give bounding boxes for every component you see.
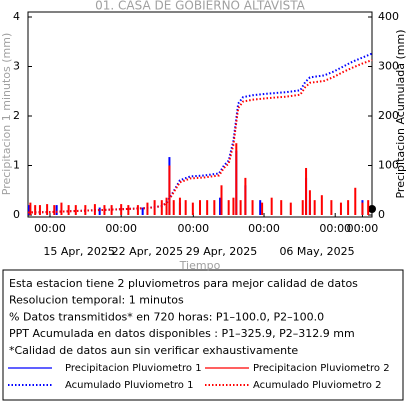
y2-tick-label: 400 bbox=[378, 10, 399, 23]
bar bbox=[199, 200, 201, 215]
cumulative-line bbox=[27, 59, 373, 214]
x-date-label: 15 Apr, 2025 bbox=[43, 245, 115, 258]
bar bbox=[251, 200, 254, 215]
bar bbox=[38, 205, 41, 215]
y-tick-label: 4 bbox=[13, 10, 20, 23]
bar bbox=[354, 187, 357, 215]
x-tick-label: 00:00 bbox=[105, 222, 137, 235]
legend-label: Acumulado Pluviometro 2 bbox=[253, 380, 381, 391]
x-date-label: 22 Apr, 2025 bbox=[112, 245, 184, 258]
bar bbox=[34, 205, 37, 215]
bar bbox=[141, 207, 144, 215]
bar bbox=[213, 200, 216, 215]
x-tick-label: 00:00 bbox=[34, 222, 66, 235]
legend-label: Precipitacion Pluviometro 2 bbox=[253, 363, 390, 374]
y2-tick-label: 200 bbox=[378, 109, 399, 122]
cumulative-line bbox=[27, 52, 373, 214]
note: *Calidad de datos aun sin verificar exha… bbox=[9, 344, 298, 357]
bar bbox=[280, 200, 283, 215]
y-tick-label: 2 bbox=[13, 109, 20, 122]
legend-box bbox=[2, 269, 404, 401]
marker-dot bbox=[368, 205, 376, 213]
bar bbox=[46, 204, 49, 215]
y-axis-label: Precipitacion 1 minutos (mm) bbox=[0, 33, 13, 195]
bar bbox=[27, 205, 30, 215]
bar bbox=[206, 200, 209, 215]
x-axis-label: Tiempo bbox=[179, 259, 221, 272]
bar bbox=[60, 202, 63, 215]
chart-title: 01. CASA DE GOBIERNO ALTAVISTA bbox=[95, 0, 306, 13]
bar bbox=[160, 200, 163, 215]
bar bbox=[261, 202, 264, 215]
bar bbox=[67, 205, 70, 215]
bar bbox=[127, 205, 130, 215]
legend-label: Precipitacion Pluviometro 1 bbox=[65, 363, 202, 374]
bar bbox=[330, 200, 333, 215]
bar bbox=[103, 205, 106, 215]
bar bbox=[178, 197, 181, 215]
bar bbox=[227, 200, 230, 215]
bar bbox=[55, 205, 58, 215]
bar bbox=[308, 190, 311, 215]
bar bbox=[289, 202, 292, 215]
bar bbox=[219, 197, 222, 215]
x-date-label: 29 Apr, 2025 bbox=[186, 245, 258, 258]
bar bbox=[244, 177, 247, 215]
note: PPT Acumulada en datos disponibles : P1–… bbox=[9, 327, 355, 340]
bar bbox=[120, 204, 123, 215]
x-tick-label: 00:00 bbox=[347, 222, 379, 235]
bar bbox=[184, 200, 187, 215]
bar bbox=[367, 200, 370, 215]
note: % Datos transmitidos* en 720 horas: P1–1… bbox=[9, 310, 324, 323]
bar bbox=[239, 200, 242, 215]
y2-tick-label: 300 bbox=[378, 60, 399, 73]
note: Resolucion temporal: 1 minutos bbox=[9, 294, 184, 307]
bar bbox=[220, 185, 223, 215]
bar bbox=[74, 205, 77, 215]
bar bbox=[313, 200, 316, 215]
bar bbox=[270, 197, 273, 215]
bar bbox=[110, 205, 113, 215]
bar bbox=[172, 200, 175, 215]
bar bbox=[259, 200, 262, 215]
bar bbox=[29, 202, 32, 215]
bar bbox=[136, 205, 139, 215]
legend-label: Acumulado Pluviometro 1 bbox=[65, 380, 193, 391]
y2-tick-label: 0 bbox=[378, 208, 385, 221]
x-date-label: 06 May, 2025 bbox=[279, 245, 354, 258]
y-tick-label: 1 bbox=[13, 159, 20, 172]
bar bbox=[53, 205, 56, 215]
bar bbox=[320, 195, 323, 215]
bar bbox=[305, 167, 308, 215]
x-tick-label: 00:00 bbox=[177, 222, 209, 235]
bar bbox=[165, 197, 168, 215]
bar bbox=[168, 165, 171, 215]
y-tick-label: 0 bbox=[13, 208, 20, 221]
x-tick-label: 00:00 bbox=[319, 222, 351, 235]
bar bbox=[191, 202, 194, 215]
bar bbox=[339, 202, 342, 215]
y2-tick-label: 100 bbox=[378, 159, 399, 172]
x-tick-label: 00:00 bbox=[248, 222, 280, 235]
y2-axis-label: Precipitacion Acumulada (mm) bbox=[394, 29, 407, 198]
bar bbox=[235, 143, 238, 215]
y-tick-label: 3 bbox=[13, 60, 20, 73]
bar bbox=[98, 207, 101, 215]
note: Esta estacion tiene 2 pluviometros para … bbox=[9, 277, 358, 290]
bar bbox=[347, 200, 350, 215]
bar bbox=[361, 202, 364, 215]
bar bbox=[232, 197, 235, 215]
bar bbox=[301, 200, 304, 215]
plot-frame bbox=[27, 11, 373, 218]
